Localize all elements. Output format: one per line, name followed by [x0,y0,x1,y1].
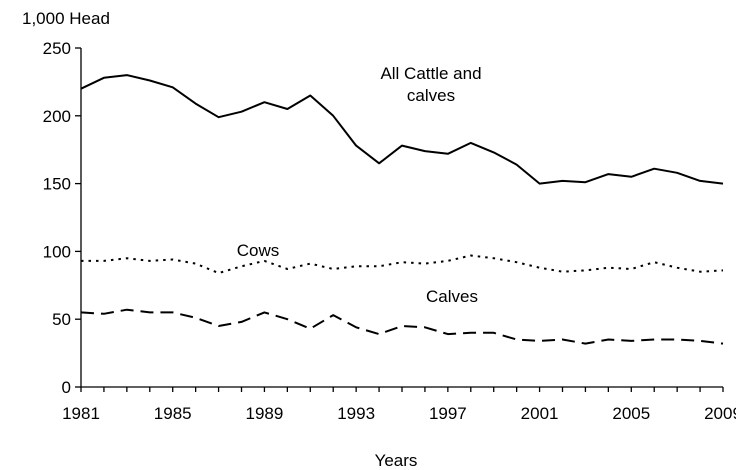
x-tick-label: 2009 [704,404,736,423]
x-tick-label: 2001 [521,404,559,423]
x-tick-label: 1985 [154,404,192,423]
axes: 0 50 100 150 200 250 1981 1985 1989 1993 1997 2001 2… [43,39,736,423]
series-labels: All Cattle and calves Cows Calves [237,64,482,306]
series-label: Calves [426,287,478,306]
y-tick-label: 150 [43,175,71,194]
x-tick-label: 2005 [612,404,650,423]
series-label: Cows [237,241,280,260]
series-line-all-cattle-and-calves [80,74,724,185]
x-tick-label: 1981 [62,404,100,423]
x-tick-label: 1997 [429,404,467,423]
x-tick-label: 1989 [246,404,284,423]
x-tick-label: 1993 [337,404,375,423]
y-tick-label: 100 [43,242,71,261]
y-tick-label: 0 [62,378,71,397]
series-group [80,74,724,345]
series-label: calves [407,86,455,105]
series-line-cows [81,254,724,275]
series-label: All Cattle and [380,64,481,83]
y-tick-label: 250 [43,39,71,58]
x-axis-title: Years [375,451,418,470]
y-tick-label: 200 [43,107,71,126]
y-tick-label: 50 [52,310,71,329]
series-line-calves [80,308,724,345]
y-axis-title: 1,000 Head [22,9,110,28]
